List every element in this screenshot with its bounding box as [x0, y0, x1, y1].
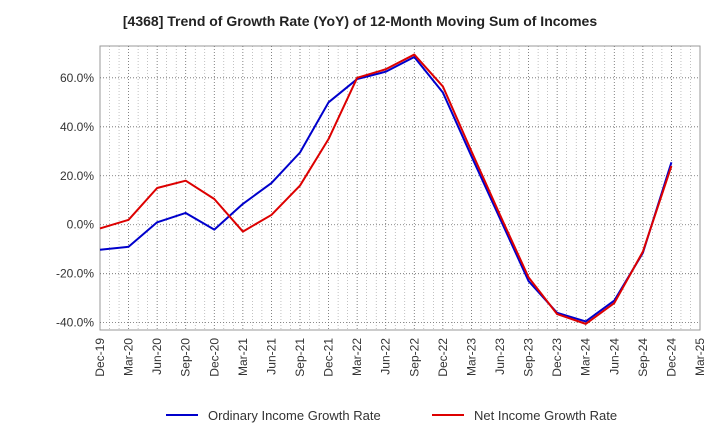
x-tick-label: Sep-22: [407, 338, 421, 377]
x-tick-label: Dec-19: [93, 338, 107, 377]
series-layer: [99, 53, 673, 325]
y-tick-label: 20.0%: [60, 169, 94, 183]
grid-layer: [99, 45, 701, 331]
x-tick-label: Jun-24: [607, 338, 621, 375]
axis-layer: -40.0% -20.0% 0.0% 20.0% 40.0% 60.0% Dec-19 Mar…: [56, 71, 707, 377]
x-tick-label: Mar-22: [350, 338, 364, 376]
x-tick-label: Jun-20: [150, 338, 164, 375]
x-tick-label: Dec-24: [664, 338, 678, 377]
y-tick-label: 0.0%: [67, 218, 95, 232]
x-tick-label: Sep-21: [293, 338, 307, 377]
x-tick-label: Mar-25: [693, 338, 707, 376]
x-tick-label: Mar-24: [579, 338, 593, 376]
y-tick-label: 40.0%: [60, 120, 94, 134]
y-tick-label: -40.0%: [56, 316, 94, 330]
x-tick-label: Dec-21: [322, 338, 336, 377]
y-tick-label: 60.0%: [60, 71, 94, 85]
legend: Ordinary Income Growth Rate Net Income Gr…: [166, 408, 617, 423]
plot-area: [99, 45, 701, 331]
x-tick-label: Sep-24: [636, 338, 650, 377]
x-tick-label: Sep-20: [179, 338, 193, 377]
x-tick-label: Jun-23: [493, 338, 507, 375]
x-tick-label: Mar-20: [122, 338, 136, 376]
x-tick-label: Dec-22: [436, 338, 450, 377]
x-tick-label: Dec-23: [550, 338, 564, 377]
x-tick-label: Sep-23: [522, 338, 536, 377]
x-tick-label: Dec-20: [207, 338, 221, 377]
chart-title: [4368] Trend of Growth Rate (YoY) of 12-…: [123, 13, 597, 29]
series-line: [99, 53, 673, 325]
series-line: [99, 56, 673, 323]
legend-label: Ordinary Income Growth Rate: [208, 408, 381, 423]
legend-label: Net Income Growth Rate: [474, 408, 617, 423]
x-tick-label: Jun-22: [379, 338, 393, 375]
x-tick-label: Jun-21: [264, 338, 278, 375]
x-tick-label: Mar-23: [464, 338, 478, 376]
x-tick-label: Mar-21: [236, 338, 250, 376]
y-tick-label: -20.0%: [56, 267, 94, 281]
